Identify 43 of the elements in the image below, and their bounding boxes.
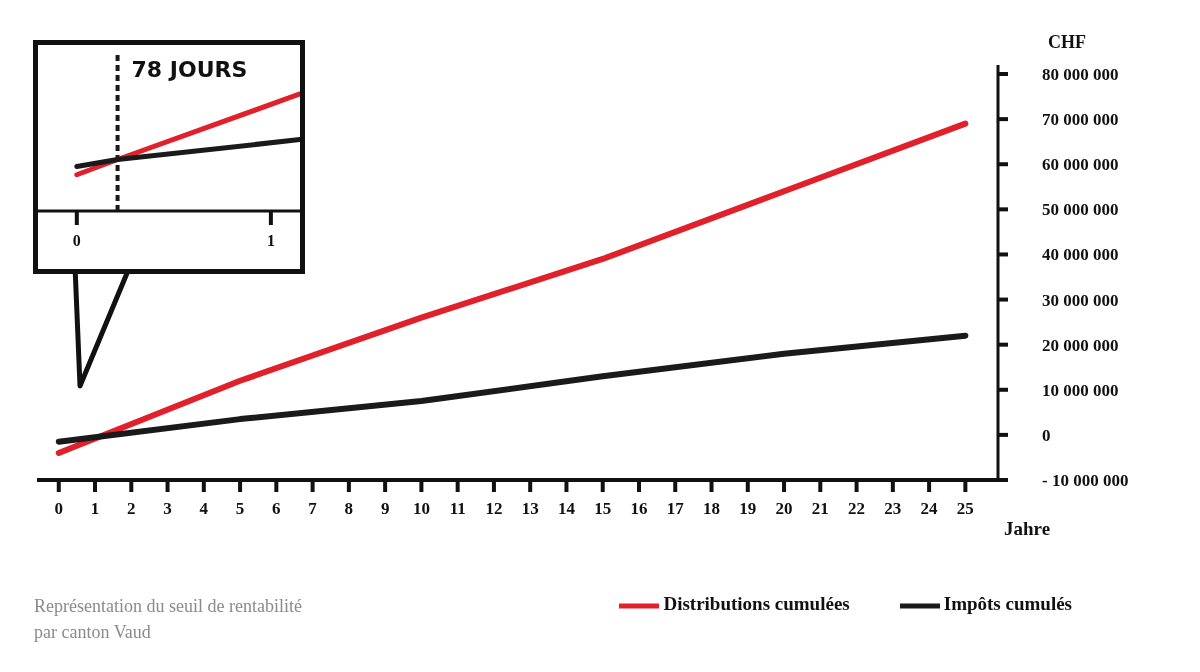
x-tick-label: 14 [557, 499, 576, 519]
y-tick-label: 80 000 000 [1042, 65, 1119, 85]
x-tick-label: 11 [449, 499, 466, 519]
y-tick-label: 40 000 000 [1042, 245, 1119, 265]
x-tick-label: 1 [266, 232, 275, 250]
x-tick-label: 12 [485, 499, 503, 519]
ref-line-label: 78 JOURS [131, 57, 248, 82]
y-tick-label: 30 000 000 [1042, 290, 1119, 310]
x-tick-label: 15 [594, 499, 612, 519]
x-tick-label: 19 [739, 499, 757, 519]
x-tick-label: 16 [630, 499, 648, 519]
y-tick-label: 0 [1042, 425, 1051, 445]
x-tick-label: 7 [308, 499, 318, 519]
text: Représentation du seuil de rentabilité par canton Vaud [34, 595, 303, 644]
x-tick-label: 4 [199, 499, 209, 519]
x-axis-title: Jahre [1004, 518, 1051, 540]
y-tick-label: 60 000 000 [1042, 155, 1119, 175]
legend-label: Impôts cumulés [943, 593, 1072, 615]
legend-label: Distributions cumulées [663, 593, 850, 615]
y-tick-label: 70 000 000 [1042, 110, 1119, 130]
y-axis-title: CHF [1048, 32, 1086, 53]
x-tick-label: 20 [775, 499, 793, 519]
x-tick-label: 1 [90, 499, 100, 519]
x-tick-label: 24 [920, 499, 939, 519]
y-tick-label: 50 000 000 [1042, 200, 1119, 220]
x-tick-label: 18 [703, 499, 721, 519]
x-tick-label: 22 [848, 499, 866, 519]
x-tick-label: 13 [521, 499, 539, 519]
x-tick-label: 3 [163, 499, 172, 519]
x-tick-label: 10 [412, 499, 430, 519]
x-tick-label: 8 [344, 499, 354, 519]
x-tick-label: 17 [666, 499, 685, 519]
x-tick-label: 0 [54, 499, 64, 519]
x-tick-label: 25 [956, 499, 974, 519]
x-tick-label: 2 [127, 499, 136, 519]
y-tick-label: 20 000 000 [1042, 335, 1119, 355]
x-tick-label: 21 [811, 499, 829, 519]
x-tick-label: 6 [272, 499, 281, 519]
x-tick-label: 9 [380, 499, 390, 519]
y-tick-label: 10 000 000 [1042, 380, 1119, 400]
y-tick-label: - 10 000 000 [1042, 471, 1129, 491]
x-tick-label: 23 [884, 499, 902, 519]
x-tick-label: 5 [235, 499, 245, 519]
